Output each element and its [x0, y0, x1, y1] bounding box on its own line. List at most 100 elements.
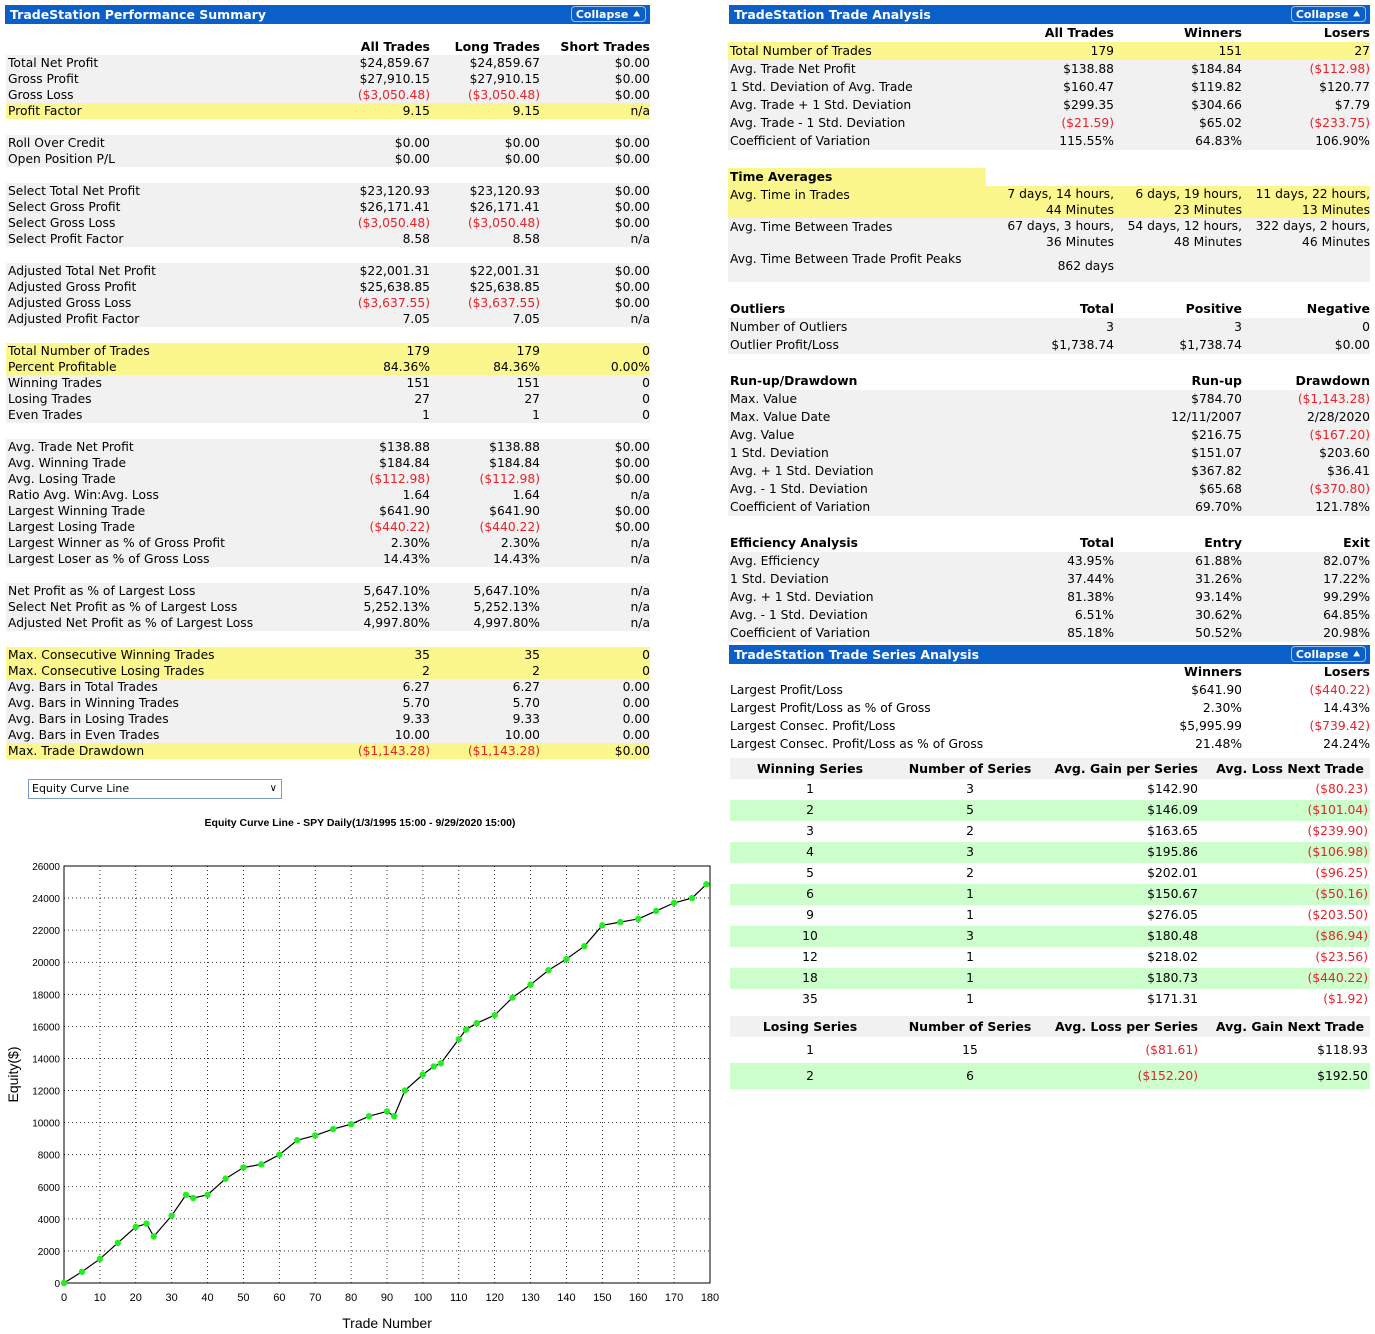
- perf-row-avg-winning-trade: Avg. Winning Trade $184.84 $184.84 $0.00: [6, 455, 650, 471]
- series-cell: ($106.98): [1210, 842, 1370, 863]
- row-value: 115.55%: [986, 132, 1114, 150]
- row-value: $0.00: [540, 135, 650, 151]
- row-value: 0: [540, 647, 650, 663]
- row-value: $203.60: [1242, 444, 1370, 462]
- y-tick-label: 12000: [32, 1087, 60, 1098]
- equity-point: [60, 1279, 68, 1287]
- row-label: Net Profit as % of Largest Loss: [6, 583, 331, 599]
- row-label: Largest Loser as % of Gross Loss: [6, 551, 331, 567]
- perf-row-adjusted-total-net-profit: Adjusted Total Net Profit $22,001.31 $22,0…: [6, 263, 650, 279]
- row-value: 20.98%: [1242, 624, 1370, 642]
- row-value: 5.70: [331, 695, 430, 711]
- row-value: 10.00: [331, 727, 430, 743]
- chart-type-dropdown[interactable]: Equity Curve Line ∨: [28, 779, 282, 799]
- series-cell: $195.86: [1050, 842, 1210, 863]
- series-cell: $146.09: [1050, 800, 1210, 821]
- col-long-trades: Long Trades: [454, 39, 540, 54]
- perf-row-select-gross-loss: Select Gross Loss ($3,050.48) ($3,050.48) $…: [6, 215, 650, 231]
- outliers-heading: Outliers: [730, 302, 786, 316]
- series-cell: 5: [730, 863, 890, 884]
- perf-row-largest-loser-as-of-gross-loss: Largest Loser as % of Gross Loss 14.43% 14…: [6, 551, 650, 567]
- row-label: Coefficient of Variation: [728, 132, 986, 150]
- equity-point: [383, 1108, 391, 1115]
- row-label: Total Number of Trades: [6, 343, 331, 359]
- row-value: n/a: [540, 583, 650, 599]
- spacer-row: [728, 354, 1370, 372]
- equity-point: [222, 1175, 229, 1182]
- row-value: 121.78%: [1242, 498, 1370, 516]
- row-label: Outlier Profit/Loss: [728, 336, 986, 354]
- row-value: 37.44%: [986, 570, 1114, 588]
- equity-point: [329, 1125, 337, 1133]
- series-cell: ($86.94): [1210, 926, 1370, 947]
- row-value: $24,859.67: [331, 55, 430, 71]
- row-value: 0.00: [540, 695, 650, 711]
- row-value: 0: [540, 407, 650, 423]
- row-value: $0.00: [540, 503, 650, 519]
- row-value: [986, 426, 1114, 444]
- outliers-row-number-of-outliers: Number of Outliers 3 3 0: [728, 318, 1370, 336]
- equity-point: [581, 942, 588, 950]
- spacer-row: [728, 150, 1370, 168]
- trade-analysis-collapse-button[interactable]: Collapse ⯅: [1290, 6, 1366, 22]
- row-value: 24.24%: [1323, 737, 1370, 751]
- row-value: $299.35: [986, 96, 1114, 114]
- row-label: Avg. + 1 Std. Deviation: [728, 588, 986, 606]
- runup-heading: Run-up/Drawdown: [730, 374, 858, 388]
- x-tick-label: 30: [166, 1292, 178, 1304]
- row-value: $184.84: [331, 455, 430, 471]
- perf-collapse-button[interactable]: Collapse ⯅: [570, 6, 646, 22]
- perf-row-net-profit-as-of-largest-loss: Net Profit as % of Largest Loss 5,647.10%…: [6, 583, 650, 599]
- row-value: ($112.98): [1242, 60, 1370, 78]
- row-value: $184.84: [1114, 60, 1242, 78]
- row-value: [986, 480, 1114, 498]
- perf-row-adjusted-profit-factor: Adjusted Profit Factor 7.05 7.05 n/a: [6, 311, 650, 327]
- x-tick-label: 70: [309, 1292, 321, 1304]
- row-value: $0.00: [540, 519, 650, 535]
- series-cell: 3: [890, 926, 1050, 947]
- row-value: 106.90%: [1242, 132, 1370, 150]
- row-value: 0.00: [540, 711, 650, 727]
- row-label: Avg. Value: [728, 426, 986, 444]
- equity-point: [491, 1011, 498, 1019]
- series-cell: 35: [730, 989, 890, 1010]
- series-cell: $118.93: [1210, 1037, 1370, 1063]
- trade-series-collapse-button[interactable]: Collapse ⯅: [1290, 646, 1366, 662]
- row-label: Largest Profit/Loss as % of Gross: [730, 701, 931, 715]
- equity-point: [430, 1063, 437, 1070]
- col-losers: Losers: [1323, 664, 1370, 679]
- row-value: $5,995.99: [1179, 719, 1242, 733]
- series-col-header: Winning Series: [730, 758, 890, 779]
- series-cell: $180.48: [1050, 926, 1210, 947]
- row-label: 1 Std. Deviation of Avg. Trade: [728, 78, 986, 96]
- row-value: 9.15: [331, 103, 430, 119]
- row-value: 27: [430, 391, 540, 407]
- row-value: 0: [540, 343, 650, 359]
- equity-curve-chart: Equity Curve Line - SPY Daily(1/3/1995 1…: [5, 817, 719, 1331]
- equity-point: [670, 899, 678, 907]
- row-value: n/a: [540, 551, 650, 567]
- row-value: ($233.75): [1242, 114, 1370, 132]
- row-value: 99.29%: [1242, 588, 1370, 606]
- series-cell: 3: [890, 779, 1050, 800]
- winning-series-row: 18 1 $180.73 ($440.22): [730, 968, 1370, 989]
- equity-point: [599, 922, 606, 929]
- equity-point: [545, 967, 552, 974]
- row-value: ($1,143.28): [331, 743, 430, 759]
- row-value: $65.68: [1114, 480, 1242, 498]
- series-cell: 15: [890, 1037, 1050, 1063]
- row-value: $0.00: [430, 135, 540, 151]
- double-chevron-up-icon: ⯅: [632, 8, 641, 21]
- row-value: ($21.59): [986, 114, 1114, 132]
- trade-analysis-header: TradeStation Trade Analysis Collapse ⯅: [729, 5, 1370, 24]
- x-tick-label: 20: [130, 1292, 142, 1304]
- row-label: Adjusted Net Profit as % of Largest Loss: [6, 615, 331, 631]
- ta-row-coefficient-of-variation: Coefficient of Variation 115.55% 64.83% 106…: [728, 132, 1370, 150]
- row-label: 1 Std. Deviation: [728, 570, 986, 588]
- runup-row-coefficient-of-variation: Coefficient of Variation 69.70% 121.78%: [728, 498, 1370, 516]
- row-value: $27,910.15: [430, 71, 540, 87]
- runup-col: [986, 372, 1114, 390]
- row-value: 2: [430, 663, 540, 679]
- row-value: ($1,143.28): [1242, 390, 1370, 408]
- perf-row-percent-profitable: Percent Profitable 84.36% 84.36% 0.00%: [6, 359, 650, 375]
